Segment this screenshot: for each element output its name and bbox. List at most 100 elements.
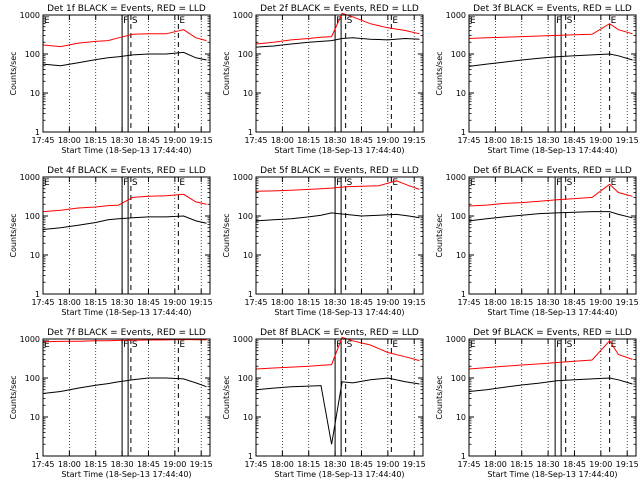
x-tick-label: 18:45 <box>563 136 586 145</box>
event-marker-label: F <box>556 178 561 188</box>
panel-title: Det 1f BLACK = Events, RED = LLD <box>47 4 206 14</box>
event-marker-label: E <box>470 178 476 188</box>
x-tick-label: 18:00 <box>58 298 81 307</box>
x-tick-label: 17:45 <box>31 460 54 469</box>
x-tick-label: 18:30 <box>324 460 347 469</box>
x-tick-label: 18:45 <box>563 460 586 469</box>
y-tick-label: 100 <box>238 374 253 383</box>
detector-panel: Det 1f BLACK = Events, RED = LLD E F S E 1 10 1… <box>9 4 213 155</box>
x-axis-label: Start Time (18-Sep-13 17:44:40) <box>274 308 404 317</box>
lld-series-line <box>468 23 633 39</box>
plot-frame <box>468 176 637 295</box>
x-tick-label: 18:15 <box>510 136 533 145</box>
x-tick-label: 17:45 <box>244 460 267 469</box>
y-axis-label: Counts/sec <box>9 51 18 95</box>
lld-series-line <box>42 29 207 48</box>
y-tick-label: 1 <box>461 452 466 461</box>
x-tick-label: 18:30 <box>537 298 560 307</box>
y-axis-label: Counts/sec <box>222 375 231 419</box>
y-axis-label: Counts/sec <box>222 213 231 257</box>
x-tick-label: 17:45 <box>457 460 480 469</box>
y-tick-label: 1 <box>248 128 253 137</box>
y-tick-label: 1 <box>248 290 253 299</box>
y-tick-label: 100 <box>25 50 40 59</box>
x-tick-label: 19:00 <box>376 460 399 469</box>
panel-title: Det 5f BLACK = Events, RED = LLD <box>260 166 419 176</box>
y-tick-label: 1000 <box>20 11 40 20</box>
y-tick-label: 10 <box>243 413 253 422</box>
detector-panel: Det 5f BLACK = Events, RED = LLD F S E 1 10 10… <box>222 166 426 317</box>
lld-series-line <box>42 193 207 213</box>
x-tick-label: 18:15 <box>297 136 320 145</box>
x-tick-label: 19:00 <box>589 460 612 469</box>
event-marker-label: S <box>567 16 573 26</box>
y-tick-label: 1000 <box>233 335 253 344</box>
y-tick-label: 1 <box>35 128 40 137</box>
x-tick-label: 19:00 <box>589 136 612 145</box>
y-tick-label: 100 <box>451 212 466 221</box>
x-tick-label: 17:45 <box>244 136 267 145</box>
event-marker-label: S <box>567 340 573 350</box>
event-marker-label: S <box>132 340 138 350</box>
events-series-line <box>468 211 633 222</box>
events-series-line <box>468 377 633 392</box>
x-tick-label: 18:30 <box>537 460 560 469</box>
y-axis-label: Counts/sec <box>222 51 231 95</box>
event-marker-label: E <box>44 340 50 350</box>
x-tick-label: 18:15 <box>297 298 320 307</box>
y-tick-label: 100 <box>238 50 253 59</box>
plot-frame <box>255 176 424 295</box>
events-series-line <box>255 212 420 222</box>
x-tick-label: 18:45 <box>350 298 373 307</box>
x-tick-label: 18:15 <box>84 460 107 469</box>
y-axis-label: Counts/sec <box>435 213 444 257</box>
plot-frame <box>42 338 211 457</box>
x-tick-label: 18:45 <box>350 460 373 469</box>
event-marker-label: S <box>347 178 353 188</box>
x-tick-label: 19:00 <box>163 460 186 469</box>
x-tick-label: 18:30 <box>324 136 347 145</box>
event-marker-label: F <box>123 178 128 188</box>
lld-series-line <box>255 180 420 192</box>
x-tick-label: 18:30 <box>111 298 134 307</box>
events-series-line <box>468 53 633 67</box>
x-tick-label: 19:15 <box>616 136 639 145</box>
y-tick-label: 1000 <box>446 11 466 20</box>
x-tick-label: 19:15 <box>190 298 213 307</box>
y-tick-label: 10 <box>30 413 40 422</box>
x-tick-label: 18:00 <box>271 298 294 307</box>
x-tick-label: 18:00 <box>484 136 507 145</box>
event-marker-label: E <box>611 340 617 350</box>
y-axis-label: Counts/sec <box>435 51 444 95</box>
y-tick-label: 100 <box>25 212 40 221</box>
x-tick-label: 17:45 <box>457 136 480 145</box>
event-marker-label: F <box>556 16 561 26</box>
y-axis-label: Counts/sec <box>435 375 444 419</box>
x-axis-label: Start Time (18-Sep-13 17:44:40) <box>487 146 617 155</box>
y-tick-label: 1000 <box>446 335 466 344</box>
panel-title: Det 7f BLACK = Events, RED = LLD <box>47 328 206 338</box>
event-marker-label: S <box>347 16 353 26</box>
events-series-line <box>42 377 207 394</box>
x-axis-label: Start Time (18-Sep-13 17:44:40) <box>61 146 191 155</box>
x-tick-label: 17:45 <box>244 298 267 307</box>
x-axis-label: Start Time (18-Sep-13 17:44:40) <box>487 470 617 479</box>
x-tick-label: 18:45 <box>137 298 160 307</box>
x-tick-label: 18:15 <box>84 298 107 307</box>
y-tick-label: 10 <box>456 89 466 98</box>
detector-panel: Det 7f BLACK = Events, RED = LLD E F S E 1 10 1… <box>9 328 213 479</box>
detector-panel: Det 9f BLACK = Events, RED = LLD E F S E 1 10 1… <box>435 328 639 479</box>
x-tick-label: 18:30 <box>324 298 347 307</box>
y-tick-label: 1000 <box>233 11 253 20</box>
x-tick-label: 18:30 <box>111 460 134 469</box>
x-tick-label: 17:45 <box>31 298 54 307</box>
lld-series-line <box>255 12 420 45</box>
events-series-line <box>255 37 420 48</box>
x-tick-label: 19:00 <box>376 298 399 307</box>
x-tick-label: 17:45 <box>457 298 480 307</box>
x-tick-label: 18:15 <box>297 460 320 469</box>
event-marker-label: S <box>132 178 138 188</box>
event-marker-label: E <box>392 16 398 26</box>
